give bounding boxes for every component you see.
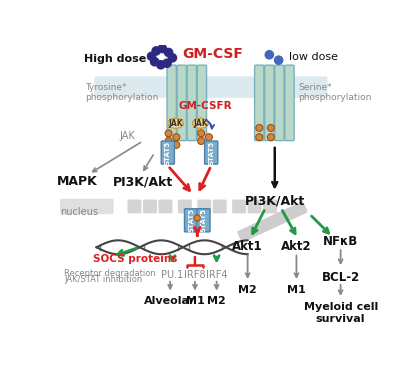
- Circle shape: [147, 52, 156, 60]
- Text: JAK: JAK: [193, 119, 208, 128]
- Circle shape: [152, 47, 160, 55]
- Circle shape: [267, 125, 274, 131]
- FancyBboxPatch shape: [237, 201, 308, 242]
- Text: STAT5: STAT5: [165, 141, 171, 164]
- Text: MAPK: MAPK: [57, 175, 98, 188]
- Text: M2: M2: [207, 296, 226, 306]
- FancyBboxPatch shape: [197, 200, 211, 213]
- FancyBboxPatch shape: [213, 200, 227, 213]
- Circle shape: [165, 130, 172, 137]
- FancyBboxPatch shape: [285, 65, 294, 141]
- FancyBboxPatch shape: [197, 209, 210, 232]
- Circle shape: [165, 138, 172, 144]
- Text: Akt2: Akt2: [281, 240, 312, 253]
- Text: IRF8: IRF8: [184, 270, 206, 280]
- Text: IRF4: IRF4: [206, 270, 227, 280]
- FancyBboxPatch shape: [187, 65, 196, 141]
- FancyBboxPatch shape: [167, 65, 176, 141]
- Circle shape: [198, 138, 205, 144]
- FancyBboxPatch shape: [184, 209, 198, 232]
- Text: PI3K/Akt: PI3K/Akt: [113, 175, 173, 188]
- Text: nucleus: nucleus: [60, 207, 98, 217]
- FancyBboxPatch shape: [205, 141, 218, 164]
- FancyBboxPatch shape: [275, 65, 284, 141]
- Circle shape: [164, 48, 173, 57]
- Text: M1: M1: [186, 296, 204, 306]
- Text: PU.1: PU.1: [161, 270, 184, 280]
- FancyBboxPatch shape: [197, 65, 206, 141]
- Text: JAK/STAT inhibition: JAK/STAT inhibition: [64, 275, 142, 284]
- Circle shape: [267, 134, 274, 141]
- Text: Myeloid cell
survival: Myeloid cell survival: [304, 302, 378, 323]
- Ellipse shape: [168, 118, 183, 128]
- Text: Serine*
phosphorylation: Serine* phosphorylation: [298, 83, 371, 102]
- Text: NFκB: NFκB: [323, 235, 358, 248]
- Circle shape: [156, 60, 165, 69]
- Text: STAT5: STAT5: [208, 141, 214, 164]
- Text: low dose: low dose: [289, 52, 338, 62]
- FancyBboxPatch shape: [265, 65, 274, 141]
- Text: JAK: JAK: [168, 119, 183, 128]
- Text: Akt1: Akt1: [232, 240, 263, 253]
- Text: Tyrosine*
phosphorylation: Tyrosine* phosphorylation: [85, 83, 158, 102]
- Text: M2: M2: [238, 285, 257, 295]
- Circle shape: [198, 130, 205, 137]
- Circle shape: [256, 134, 263, 141]
- Text: Receptor degradation: Receptor degradation: [64, 269, 156, 278]
- FancyBboxPatch shape: [178, 200, 192, 213]
- Text: PI3K/Akt: PI3K/Akt: [245, 195, 305, 207]
- Circle shape: [173, 134, 180, 141]
- Circle shape: [150, 57, 159, 66]
- Text: STAT5: STAT5: [188, 208, 194, 232]
- FancyBboxPatch shape: [143, 200, 157, 213]
- Circle shape: [173, 141, 180, 148]
- FancyBboxPatch shape: [60, 199, 114, 214]
- FancyBboxPatch shape: [263, 200, 277, 213]
- FancyBboxPatch shape: [248, 200, 262, 213]
- Circle shape: [205, 134, 212, 141]
- Circle shape: [194, 215, 200, 221]
- Text: GM-CSFR: GM-CSFR: [178, 101, 232, 112]
- Circle shape: [158, 44, 167, 53]
- Text: SOCS proteins: SOCS proteins: [93, 254, 177, 264]
- Ellipse shape: [193, 118, 208, 128]
- Text: STAT5: STAT5: [200, 208, 206, 232]
- Circle shape: [274, 56, 283, 65]
- Text: M1: M1: [287, 285, 306, 295]
- FancyBboxPatch shape: [254, 65, 264, 141]
- FancyBboxPatch shape: [177, 65, 186, 141]
- Text: JAK: JAK: [120, 131, 135, 141]
- FancyBboxPatch shape: [94, 76, 328, 98]
- FancyBboxPatch shape: [128, 200, 142, 213]
- Text: Alveolar: Alveolar: [144, 296, 196, 306]
- Text: GM-CSF: GM-CSF: [182, 47, 243, 61]
- Circle shape: [256, 125, 263, 131]
- FancyBboxPatch shape: [161, 141, 174, 164]
- Circle shape: [265, 50, 274, 59]
- Text: High dose: High dose: [84, 54, 146, 64]
- FancyBboxPatch shape: [232, 200, 246, 213]
- Circle shape: [163, 59, 171, 68]
- Text: BCL-2: BCL-2: [322, 271, 360, 284]
- Circle shape: [205, 141, 212, 148]
- Circle shape: [168, 54, 177, 62]
- FancyBboxPatch shape: [158, 200, 172, 213]
